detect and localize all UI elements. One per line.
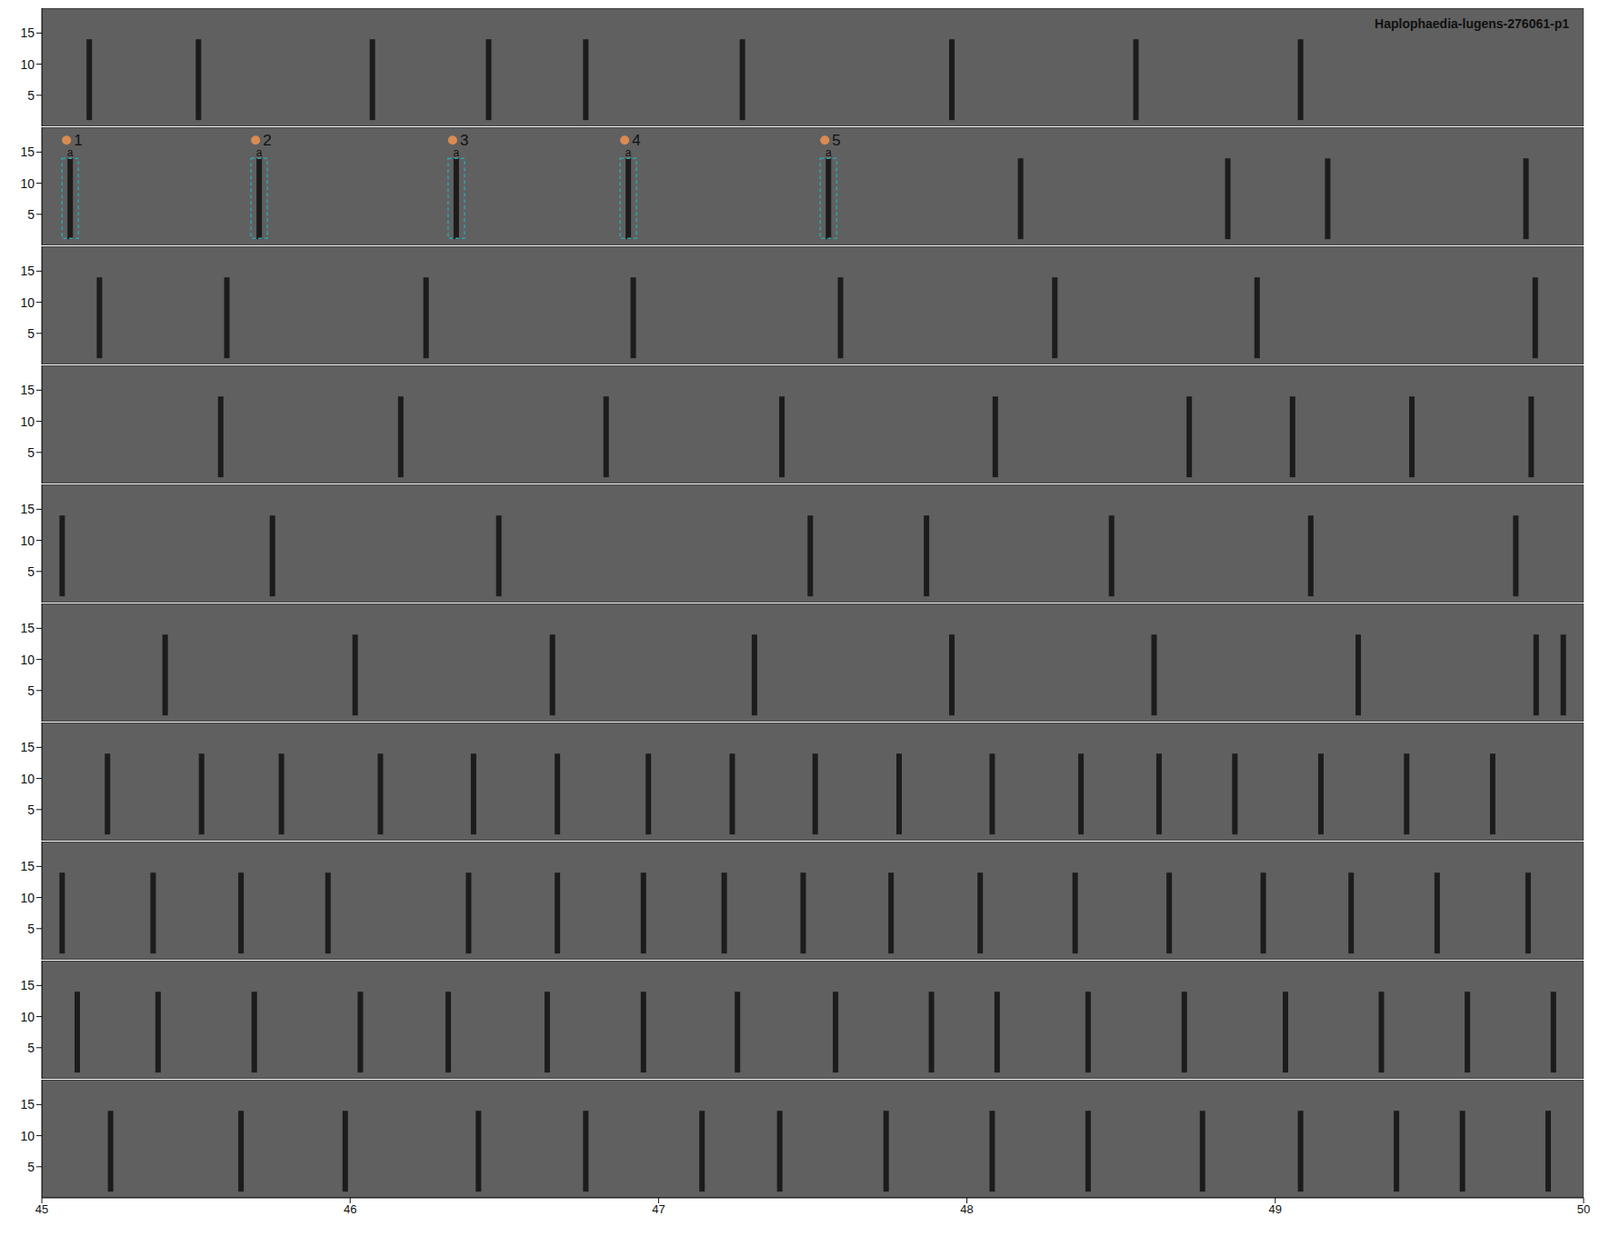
svg-text:a: a [625,146,632,160]
svg-text:15: 15 [20,1097,35,1112]
svg-text:a: a [453,146,460,160]
svg-text:5: 5 [27,921,35,937]
svg-text:5: 5 [27,683,35,699]
html-text:Haplophaedia-lugens-276061-p1: Haplophaedia-lugens-276061-p1 [1374,16,1570,31]
svg-text:5: 5 [27,1040,35,1056]
svg-text:50: 50 [1577,1202,1590,1217]
svg-text:47: 47 [651,1202,665,1217]
svg-text:5: 5 [831,131,840,150]
svg-text:45: 45 [35,1202,49,1217]
svg-text:a: a [67,146,74,160]
svg-text:a: a [256,146,263,160]
svg-text:5: 5 [27,802,35,818]
svg-text:5: 5 [27,564,35,580]
svg-text:49: 49 [1269,1202,1282,1217]
svg-text:15: 15 [20,382,35,398]
svg-text:48: 48 [960,1202,973,1217]
svg-text:10: 10 [20,890,35,906]
svg-text:10: 10 [20,57,35,72]
svg-text:15: 15 [20,263,35,279]
svg-text:15: 15 [20,740,35,755]
svg-text:10: 10 [20,295,35,310]
svg-text:15: 15 [20,144,35,160]
svg-text:3: 3 [460,131,469,150]
svg-text:5: 5 [27,1160,35,1175]
svg-text:10: 10 [20,1129,35,1144]
svg-text:5: 5 [27,207,35,222]
svg-text:5: 5 [27,326,35,341]
svg-text:10: 10 [20,652,35,668]
svg-text:15: 15 [20,620,35,636]
svg-text:15: 15 [20,859,35,874]
svg-text:10: 10 [20,771,35,787]
svg-text:10: 10 [20,414,35,430]
svg-text:4: 4 [631,131,640,150]
svg-text:10: 10 [20,533,35,549]
svg-text:15: 15 [20,25,35,40]
svg-text:2: 2 [262,131,271,150]
svg-text:1: 1 [73,131,82,150]
svg-text:15: 15 [20,978,35,993]
svg-text:15: 15 [20,501,35,517]
svg-text:5: 5 [27,445,35,460]
svg-text:a: a [825,146,832,160]
svg-text:10: 10 [20,1010,35,1025]
svg-text:46: 46 [343,1202,357,1217]
svg-text:5: 5 [27,88,35,103]
svg-text:10: 10 [20,176,35,191]
